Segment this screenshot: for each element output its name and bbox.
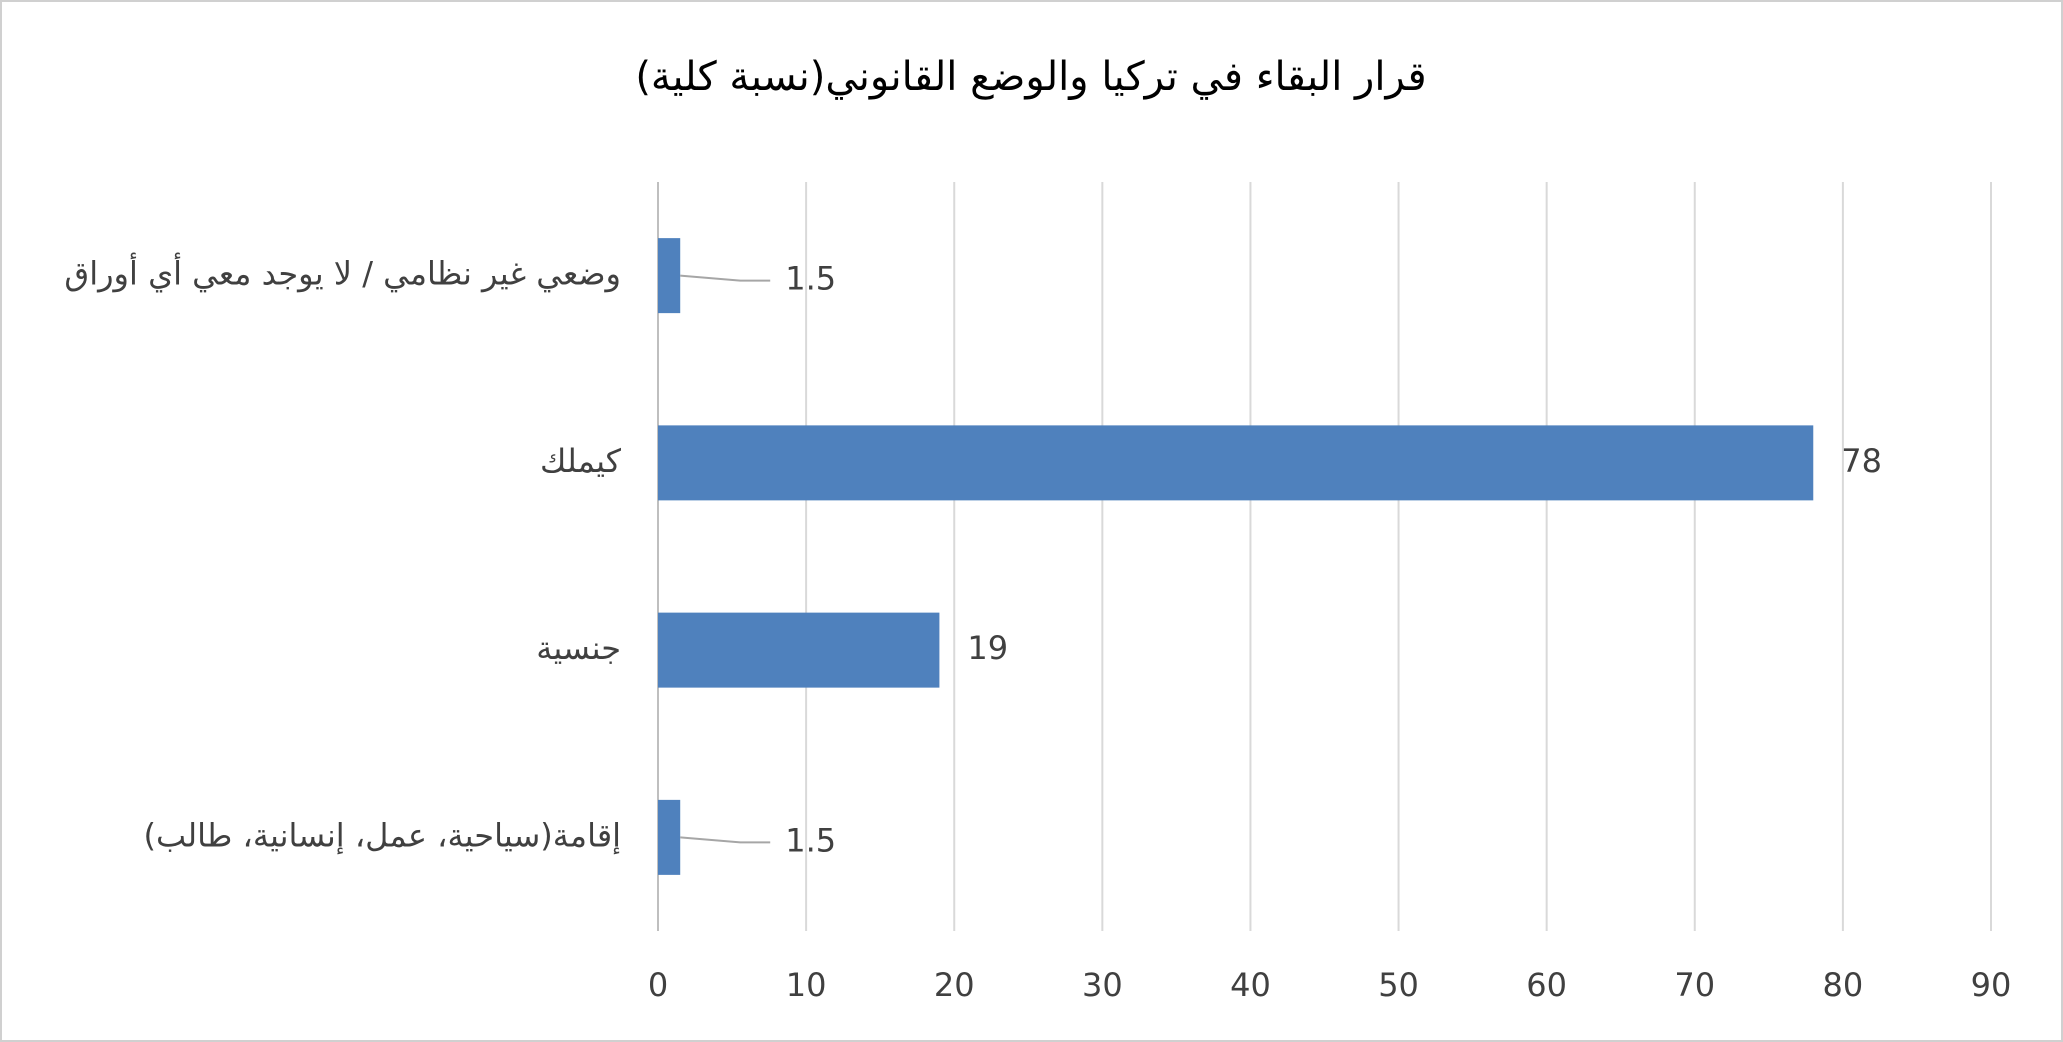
x-tick-label: 70 [1674,966,1715,1004]
bar [658,425,1814,501]
x-tick-label: 30 [1082,966,1123,1004]
bar [658,238,681,314]
y-tick-label: إقامة(سياحية، عمل، إنسانية، طالب) [143,816,621,854]
x-tick-label: 50 [1378,966,1419,1004]
bar [658,799,681,875]
data-label: 19 [967,629,1008,667]
data-label: 78 [1841,442,1882,480]
leader-line [680,274,771,282]
chart-title: قرار البقاء في تركيا والوضع القانوني(نسب… [635,54,1426,100]
leader-line [680,836,771,844]
data-label: 1.5 [785,821,836,859]
y-tick-label: جنسية [536,629,621,667]
data-label: 1.5 [785,260,836,298]
x-tick-label: 20 [934,966,975,1004]
y-tick-label: وضعي غير نظامي / لا يوجد معي أي أوراق [64,253,621,293]
x-tick-label: 80 [1823,966,1864,1004]
x-tick-label: 90 [1971,966,2012,1004]
x-tick-label: 10 [786,966,827,1004]
x-tick-label: 0 [648,966,668,1004]
y-tick-label: كيملك [540,442,622,480]
bar [658,612,940,688]
x-tick-label: 60 [1526,966,1567,1004]
x-tick-label: 40 [1230,966,1271,1004]
